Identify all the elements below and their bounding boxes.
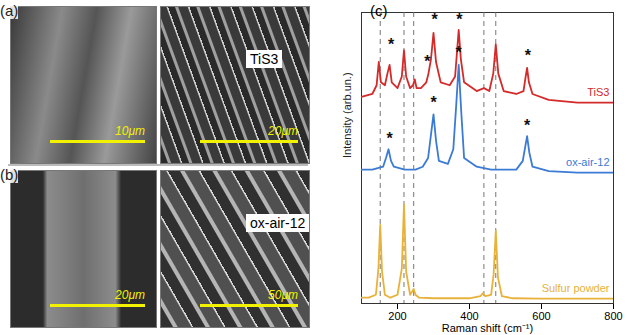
- html-text:20μm: 20μm: [115, 288, 145, 302]
- svg-text:Intensity (arb.un.): Intensity (arb.un.): [341, 72, 353, 158]
- svg-text:*: *: [388, 36, 395, 53]
- html-text:TiS3: TiS3: [250, 51, 279, 67]
- svg-text:*: *: [456, 11, 463, 28]
- html-text:20μm: 20μm: [268, 124, 298, 138]
- svg-text:*: *: [525, 47, 532, 64]
- svg-text:*: *: [431, 11, 438, 28]
- svg-text:200: 200: [388, 310, 406, 322]
- svg-text:400: 400: [460, 310, 478, 322]
- svg-text:Sulfur powder: Sulfur powder: [542, 282, 610, 294]
- svg-text:Raman shift (cm⁻¹): Raman shift (cm⁻¹): [442, 322, 533, 334]
- svg-text:ox-air-12: ox-air-12: [566, 156, 609, 168]
- svg-text:*: *: [456, 44, 463, 61]
- svg-text:*: *: [524, 117, 531, 134]
- html-text:50μm: 50μm: [268, 288, 298, 302]
- svg-text:TiS3: TiS3: [587, 86, 609, 98]
- svg-text:*: *: [386, 130, 393, 147]
- html-text:(b): (b): [0, 166, 19, 183]
- html-text:(c): (c): [370, 2, 388, 19]
- svg-text:*: *: [424, 53, 431, 70]
- svg-text:600: 600: [532, 310, 550, 322]
- svg-text:800: 800: [604, 310, 622, 322]
- svg-text:*: *: [430, 94, 437, 111]
- html-text:10μm: 10μm: [115, 124, 145, 138]
- html-text:ox-air-12: ox-air-12: [250, 215, 306, 231]
- html-text:(a): (a): [0, 2, 19, 19]
